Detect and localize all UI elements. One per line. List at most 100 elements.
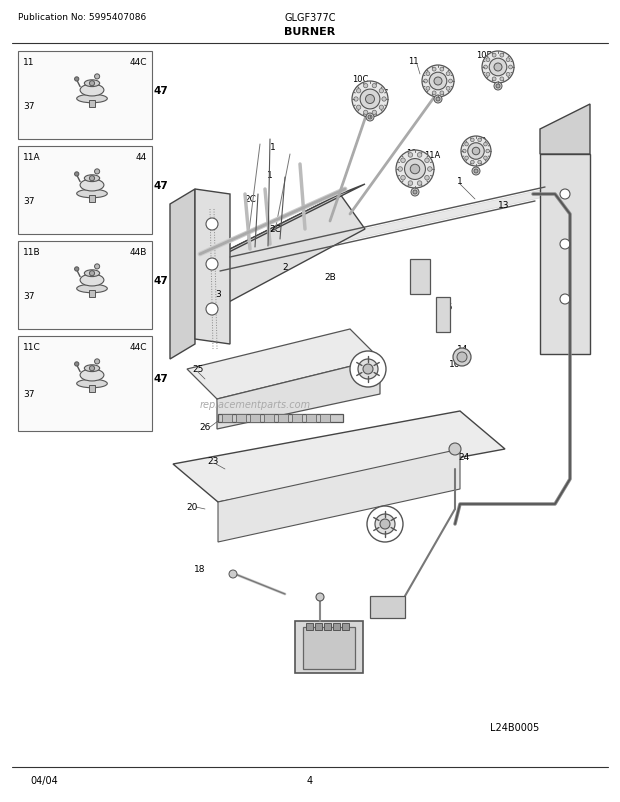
Bar [342, 623, 349, 630]
Text: 14: 14 [458, 345, 469, 354]
Circle shape [425, 159, 429, 164]
Circle shape [478, 161, 481, 164]
Circle shape [474, 170, 478, 174]
Text: 44: 44 [136, 153, 147, 162]
Circle shape [375, 514, 395, 534]
Circle shape [94, 75, 100, 80]
Circle shape [352, 82, 388, 118]
Text: 10C: 10C [427, 68, 443, 78]
Text: 04/04: 04/04 [30, 775, 58, 785]
Circle shape [425, 176, 429, 180]
Circle shape [74, 268, 79, 272]
Text: 44C: 44C [130, 342, 147, 351]
Bar [278, 415, 288, 423]
Circle shape [471, 161, 474, 164]
Bar [218, 415, 343, 423]
Circle shape [472, 168, 480, 176]
Circle shape [486, 73, 490, 77]
Text: 11: 11 [408, 58, 419, 67]
Circle shape [422, 66, 454, 98]
Circle shape [494, 83, 502, 91]
Circle shape [408, 153, 413, 158]
Circle shape [440, 92, 444, 95]
Circle shape [74, 78, 79, 82]
Bar [89, 196, 94, 203]
Circle shape [89, 367, 95, 371]
Polygon shape [187, 330, 380, 399]
Circle shape [423, 80, 427, 84]
Polygon shape [195, 190, 230, 345]
Text: 2C: 2C [244, 195, 256, 205]
Circle shape [560, 240, 570, 249]
Circle shape [436, 98, 440, 102]
Text: 10B: 10B [476, 51, 492, 60]
Circle shape [350, 351, 386, 387]
Text: 1: 1 [267, 170, 273, 180]
Circle shape [396, 151, 434, 188]
Text: 26: 26 [199, 423, 211, 432]
Text: 37: 37 [23, 292, 35, 301]
Bar [303, 627, 355, 669]
Polygon shape [173, 411, 505, 502]
Circle shape [356, 106, 361, 111]
Bar [18, 52, 152, 140]
Circle shape [380, 520, 390, 529]
Text: 25: 25 [192, 365, 204, 374]
Text: 18: 18 [194, 565, 206, 573]
Text: 4: 4 [307, 775, 313, 785]
Circle shape [448, 80, 453, 84]
Circle shape [413, 191, 417, 195]
Circle shape [206, 219, 218, 231]
Text: 20: 20 [187, 503, 198, 512]
Circle shape [367, 506, 403, 542]
Bar [333, 623, 340, 630]
Circle shape [492, 55, 496, 58]
Text: 21: 21 [379, 507, 391, 516]
Circle shape [560, 294, 570, 305]
Bar [436, 298, 450, 333]
Circle shape [206, 259, 218, 270]
Text: 2B: 2B [324, 273, 336, 282]
Circle shape [363, 365, 373, 375]
Bar [236, 415, 246, 423]
Text: Publication No: 5995407086: Publication No: 5995407086 [18, 13, 146, 22]
Circle shape [379, 106, 384, 111]
Circle shape [372, 84, 376, 89]
Circle shape [410, 165, 420, 175]
Text: 1: 1 [270, 144, 276, 152]
Circle shape [484, 66, 487, 70]
Circle shape [449, 444, 461, 456]
Circle shape [363, 84, 368, 89]
Circle shape [496, 85, 500, 89]
Circle shape [411, 188, 419, 196]
Text: 11: 11 [500, 58, 510, 67]
Circle shape [382, 98, 386, 102]
Text: 10: 10 [405, 148, 416, 157]
Text: 17: 17 [312, 637, 323, 646]
Text: 11B: 11B [470, 137, 486, 146]
Circle shape [89, 271, 95, 277]
Text: 3: 3 [215, 290, 221, 299]
Circle shape [467, 144, 484, 160]
Circle shape [74, 172, 79, 177]
Text: BURNER: BURNER [285, 27, 335, 37]
Ellipse shape [80, 85, 104, 97]
Circle shape [508, 66, 512, 70]
Circle shape [94, 359, 100, 364]
Bar [264, 415, 274, 423]
Ellipse shape [77, 380, 107, 388]
Polygon shape [200, 184, 365, 265]
Text: 11A: 11A [23, 153, 41, 162]
Circle shape [426, 73, 430, 76]
Circle shape [478, 139, 481, 143]
Circle shape [366, 95, 374, 104]
Text: 37: 37 [23, 390, 35, 399]
Bar [306, 415, 316, 423]
Text: 47: 47 [154, 276, 169, 286]
Ellipse shape [77, 285, 107, 294]
Circle shape [94, 170, 100, 175]
Circle shape [471, 139, 474, 143]
Circle shape [94, 265, 100, 269]
Circle shape [432, 92, 436, 95]
Circle shape [434, 78, 442, 86]
